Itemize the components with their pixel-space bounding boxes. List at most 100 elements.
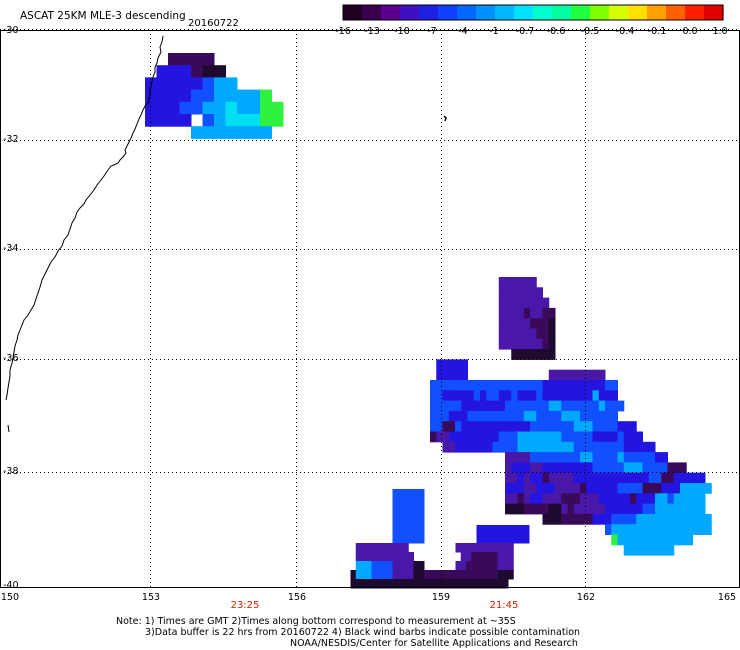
swath-pixel [502, 552, 509, 562]
swath-pixel [387, 561, 393, 571]
swath-pixel [623, 431, 631, 443]
swath-pixel [692, 503, 700, 515]
swath-pixel [486, 390, 493, 402]
swath-pixel [530, 380, 537, 391]
note-line-1: Note: 1) Times are GMT 2)Times along bot… [116, 616, 516, 627]
swath-pixel [397, 543, 404, 553]
swath-pixel [473, 380, 481, 391]
colorbar-swatch [514, 5, 534, 20]
swath-pixel [461, 390, 468, 402]
swath-pixel [567, 452, 575, 463]
swath-pixel [481, 579, 488, 589]
swath-pixel [505, 452, 512, 463]
swath-pixel [623, 524, 631, 535]
swath-pixel [517, 441, 525, 453]
swath-pixel [498, 328, 506, 340]
swath-pixel [455, 359, 462, 371]
swath-pixel [536, 421, 543, 432]
swath-pixel [498, 400, 506, 412]
colorbar-tick-label: -7 [427, 26, 437, 37]
swath-pixel [461, 400, 468, 412]
swath-pixel [476, 561, 483, 571]
swath-pixel [481, 552, 488, 562]
swath-pixel [605, 524, 612, 535]
colorbar-tick-label: -4 [458, 26, 468, 37]
swath-pixel [667, 493, 675, 505]
swath-pixel [424, 570, 430, 580]
swath-pixel [530, 338, 537, 350]
swath-pixel [366, 570, 372, 580]
swath-pixel [580, 421, 587, 432]
swath-pixel [517, 431, 525, 443]
swath-pixel [191, 53, 203, 66]
colorbar-tick-label: -0.5 [580, 26, 600, 37]
swath-pixel [418, 498, 425, 508]
colorbar-swatch [343, 5, 363, 20]
swath-pixel [573, 421, 581, 432]
swath-pixel [505, 400, 512, 412]
colorbar-swatch [400, 5, 420, 20]
swath-pixel [523, 328, 531, 340]
swath-pixel [214, 65, 226, 78]
swath-pixel [480, 441, 487, 453]
swath-pixel [376, 570, 383, 580]
swath-pixel [617, 503, 625, 515]
swath-pixel [655, 452, 662, 463]
swath-pixel [418, 570, 425, 580]
swath-pixel [698, 503, 706, 515]
swath-pixel [530, 483, 537, 494]
swath-pixel [530, 307, 537, 319]
swath-pixel [686, 472, 693, 484]
swath-pixel [523, 493, 531, 505]
colorbar-swatch [666, 5, 686, 20]
swath-pixel [536, 349, 543, 360]
swath-pixel [686, 503, 693, 515]
swath-pixel [523, 462, 531, 474]
swath-pixel [555, 390, 562, 402]
swath-pixel [530, 297, 537, 309]
swath-pixel [225, 101, 238, 115]
swath-pixel [355, 552, 362, 562]
swath-pixel [530, 452, 537, 463]
swath-pixel [636, 441, 643, 453]
swath-pixel [156, 101, 169, 115]
swath-pixel [448, 421, 456, 432]
swath-pixel [611, 421, 618, 432]
swath-pixel [448, 410, 456, 422]
swath-pixel [448, 380, 456, 391]
swath-pixel [536, 400, 543, 412]
swath-pixel [202, 65, 215, 78]
swath-pixel [611, 472, 618, 484]
swath-pixel [498, 410, 506, 422]
swath-pixel [567, 431, 575, 443]
swath-pixel [461, 421, 468, 432]
swath-pixel [168, 114, 180, 127]
swath-pixel [145, 89, 157, 103]
swath-pixel [471, 561, 477, 571]
swath-pixel [497, 534, 504, 544]
swath-pixel [617, 483, 625, 494]
swath-pixel [667, 472, 675, 484]
swath-pixel [511, 472, 518, 484]
swath-pixel [487, 561, 493, 571]
swath-pixel [371, 561, 378, 571]
swath-pixel [586, 410, 593, 422]
swath-pixel [467, 421, 475, 432]
swath-pixel [430, 380, 437, 391]
swath-pixel [686, 483, 693, 494]
swath-pixel [655, 513, 662, 525]
swath-pixel [497, 525, 504, 535]
swath-pixel [530, 318, 537, 329]
swath-pixel [542, 390, 550, 402]
swath-pixel [705, 513, 712, 525]
swath-pixel [392, 489, 399, 499]
swath-pixel [623, 503, 631, 515]
swath-pixel [661, 483, 668, 494]
swath-pixel [648, 513, 656, 525]
swath-pixel [225, 114, 238, 127]
swath-pixel [530, 472, 537, 484]
swath-pixel [392, 570, 399, 580]
swath-pixel [580, 493, 587, 505]
swath-pixel [542, 338, 550, 350]
swath-pixel [642, 452, 650, 463]
